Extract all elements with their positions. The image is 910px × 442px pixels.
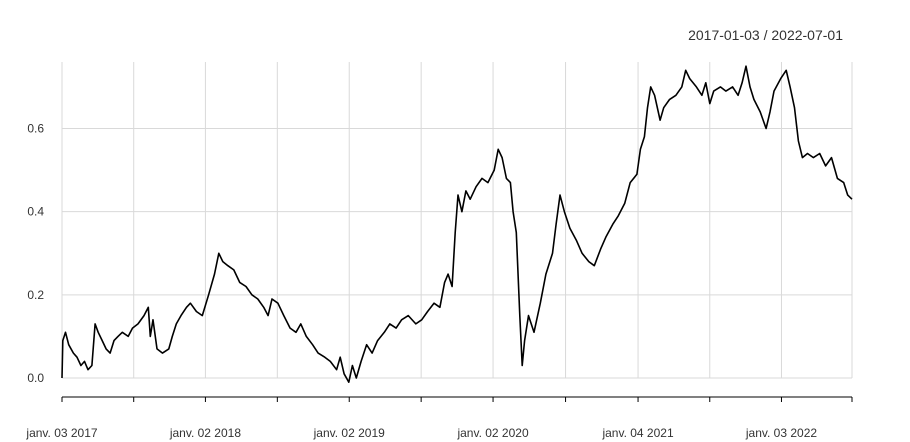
- x-tick-label: janv. 03 2022: [745, 426, 817, 440]
- y-tick-label: 0.0: [27, 371, 44, 385]
- y-tick-label: 0.6: [27, 122, 44, 136]
- x-tick-label: janv. 02 2020: [456, 426, 528, 440]
- y-tick-label: 0.4: [27, 205, 44, 219]
- x-axis: janv. 03 2017 janv. 02 2018 janv. 02 2019 j…: [25, 396, 853, 440]
- series-line: [61, 65, 853, 383]
- grid: [61, 62, 853, 379]
- y-axis: 0.0 0.2 0.4 0.6: [27, 122, 44, 385]
- x-tick-label: janv. 04 2021: [601, 426, 673, 440]
- x-tick-label: janv. 03 2017: [25, 426, 97, 440]
- x-tick-label: janv. 02 2018: [169, 426, 241, 440]
- y-tick-label: 0.2: [27, 288, 44, 302]
- x-tick-label: janv. 02 2019: [313, 426, 385, 440]
- date-range-label: 2017-01-03 / 2022-07-01: [688, 27, 843, 43]
